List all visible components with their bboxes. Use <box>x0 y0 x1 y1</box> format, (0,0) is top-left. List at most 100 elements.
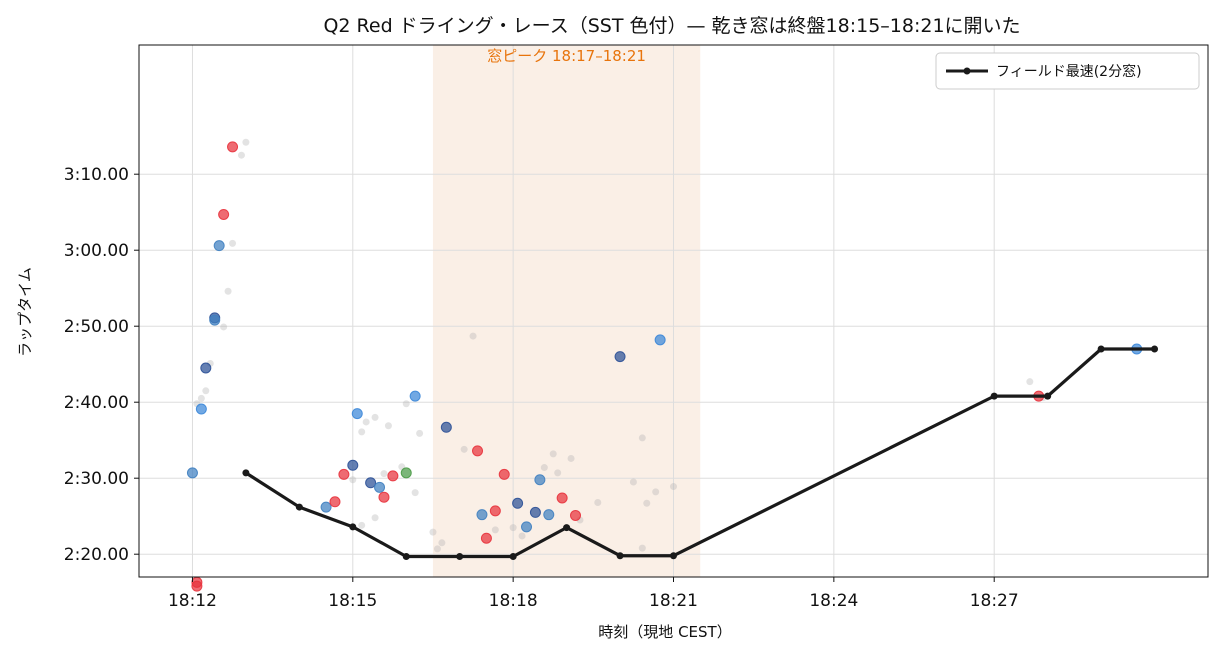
lap-point <box>191 580 203 592</box>
lap-point <box>400 467 412 479</box>
lap-point <box>351 408 363 420</box>
lap-point <box>472 445 484 457</box>
lap-point <box>534 474 546 486</box>
y-tick-label: 2:30.00 <box>64 469 129 489</box>
annotation-label: 窓ピーク 18:17–18:21 <box>487 47 646 65</box>
faint-lap-point <box>371 514 379 522</box>
faint-points <box>193 138 1047 553</box>
lap-point <box>374 481 386 493</box>
faint-lap-point <box>518 532 526 540</box>
faint-lap-point <box>670 483 677 491</box>
faint-lap-point <box>652 488 660 496</box>
faint-lap-point <box>349 476 357 484</box>
lap-point <box>440 421 452 433</box>
lap-point <box>387 470 399 482</box>
faint-lap-point <box>429 528 437 536</box>
faint-lap-point <box>202 387 210 395</box>
legend-label: フィールド最速(2分窓) <box>996 63 1142 80</box>
y-tick-label: 2:50.00 <box>64 317 129 337</box>
lap-point <box>200 362 212 374</box>
faint-lap-point <box>358 428 366 436</box>
field-best-marker <box>456 552 464 560</box>
lap-point <box>186 467 198 479</box>
field-best-marker <box>616 552 624 560</box>
lap-point <box>480 532 492 544</box>
lap-point <box>521 521 533 533</box>
faint-lap-point <box>643 499 651 507</box>
faint-lap-point <box>491 526 499 534</box>
lap-point <box>409 390 421 402</box>
plot-area: 窓ピーク 18:17–18:21 <box>138 44 1209 592</box>
field-best-marker <box>1151 345 1159 353</box>
lap-point <box>498 468 510 480</box>
faint-lap-point <box>220 323 228 331</box>
x-tick-label: 18:12 <box>168 591 217 611</box>
x-axis-label: 時刻（現地 CEST） <box>598 623 731 641</box>
x-tick-label: 18:27 <box>970 591 1019 611</box>
faint-lap-point <box>380 470 388 478</box>
field-best-marker <box>670 552 677 560</box>
lap-point <box>320 501 332 513</box>
lap-point <box>489 505 501 517</box>
faint-lap-point <box>402 400 410 408</box>
faint-lap-point <box>438 539 446 547</box>
y-tick-label: 3:00.00 <box>64 241 129 261</box>
x-tick-label: 18:18 <box>489 591 538 611</box>
faint-lap-point <box>358 521 366 529</box>
faint-lap-point <box>433 545 441 553</box>
field-best-marker <box>295 503 303 511</box>
field-best-marker <box>1097 345 1105 353</box>
annotation-band <box>432 45 701 577</box>
faint-lap-point <box>509 524 517 532</box>
lap-point <box>218 208 230 220</box>
field-best-marker <box>242 469 250 477</box>
faint-lap-point <box>629 478 637 486</box>
faint-lap-point <box>237 151 245 159</box>
field-best-marker <box>509 552 517 560</box>
y-tick-label: 2:20.00 <box>64 545 129 565</box>
lap-point <box>195 403 207 415</box>
faint-lap-point <box>371 413 379 421</box>
x-axis: 18:12 18:15 18:18 18:21 18:24 18:27 <box>168 577 1019 611</box>
colored-points <box>186 141 1143 592</box>
lap-point <box>329 496 341 508</box>
lap-point <box>556 492 568 504</box>
lap-point <box>529 506 541 518</box>
x-tick-label: 18:21 <box>649 591 698 611</box>
lap-point <box>213 240 225 252</box>
faint-lap-point <box>469 332 477 340</box>
faint-lap-point <box>638 434 646 442</box>
faint-lap-point <box>540 464 548 472</box>
legend-marker-swatch <box>963 67 971 75</box>
y-tick-label: 2:40.00 <box>64 393 129 413</box>
faint-lap-point <box>411 489 419 497</box>
lap-point <box>209 314 221 326</box>
chart-title: Q2 Red ドライング・レース（SST 色付）— 乾き窓は終盤18:15–18… <box>323 15 1020 37</box>
field-best-marker <box>402 552 410 560</box>
faint-lap-point <box>197 394 205 402</box>
lap-point <box>614 351 626 363</box>
lap-point <box>654 334 666 346</box>
faint-lap-point <box>1026 378 1034 386</box>
lap-point <box>338 468 350 480</box>
x-tick-label: 18:15 <box>328 591 377 611</box>
faint-lap-point <box>567 454 575 462</box>
field-best-marker <box>990 392 998 400</box>
legend-box <box>935 52 1200 90</box>
faint-lap-point <box>638 544 646 552</box>
line-series <box>242 345 1159 560</box>
lap-point <box>476 509 488 521</box>
lap-point <box>227 141 239 153</box>
legend: フィールド最速(2分窓) <box>935 52 1200 90</box>
lap-point <box>347 459 359 471</box>
x-tick-label: 18:24 <box>809 591 858 611</box>
faint-lap-point <box>460 445 468 453</box>
field-best-marker <box>563 524 571 532</box>
y-axis: 2:20.00 2:30.00 2:40.00 2:50.00 3:00.00 3:10.… <box>64 165 139 565</box>
faint-lap-point <box>224 287 232 295</box>
lap-point <box>543 509 555 521</box>
field-best-marker <box>1044 392 1052 400</box>
lap-point <box>378 491 390 503</box>
